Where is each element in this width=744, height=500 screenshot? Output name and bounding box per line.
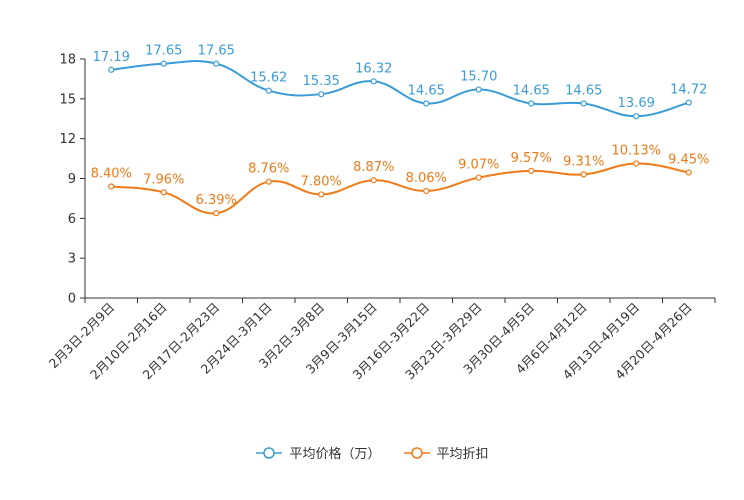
- data-point-discount: [318, 191, 325, 198]
- data-label-price: 15.35: [303, 74, 340, 89]
- series-line-price: [111, 59, 690, 118]
- legend-discount-marker-icon: [403, 446, 430, 459]
- data-label-discount: 6.39%: [196, 193, 237, 208]
- data-label-price: 15.70: [460, 70, 497, 85]
- legend-price-marker-icon: [256, 446, 283, 459]
- data-label-price: 17.65: [145, 44, 182, 59]
- legend: 平均价格（万） 平均折扣: [0, 443, 744, 462]
- data-point-price: [160, 60, 167, 67]
- data-label-price: 14.65: [513, 83, 550, 98]
- data-point-price: [528, 100, 535, 107]
- data-point-price: [685, 99, 692, 106]
- data-point-discount: [108, 183, 115, 190]
- y-tick-label: 15: [59, 92, 76, 107]
- data-point-price: [580, 100, 587, 107]
- data-label-discount: 7.80%: [301, 174, 342, 189]
- y-tick-label: 18: [59, 53, 76, 68]
- data-point-discount: [580, 171, 587, 178]
- data-point-discount: [265, 178, 272, 185]
- data-point-discount: [370, 177, 377, 184]
- legend-item-price[interactable]: 平均价格（万）: [255, 443, 381, 462]
- data-label-discount: 9.57%: [511, 151, 552, 166]
- data-label-price: 14.65: [565, 83, 602, 98]
- data-point-price: [633, 113, 640, 120]
- y-tick-label: 0: [68, 292, 76, 307]
- y-axis: 0 3 6 9 12 15 18: [59, 53, 86, 307]
- data-point-discount: [160, 189, 167, 196]
- data-point-discount: [423, 187, 430, 195]
- data-point-discount: [475, 174, 482, 181]
- data-label-price: 17.19: [93, 50, 130, 65]
- data-point-price: [108, 66, 115, 73]
- data-label-discount: 8.87%: [353, 160, 394, 175]
- legend-discount-label: 平均折扣: [436, 447, 489, 462]
- y-tick-label: 12: [59, 132, 76, 147]
- data-label-price: 14.65: [408, 83, 445, 98]
- data-label-price: 14.72: [670, 83, 707, 98]
- data-label-discount: 8.40%: [91, 166, 132, 181]
- data-point-price: [265, 87, 272, 94]
- data-label-discount: 7.96%: [143, 172, 184, 187]
- data-label-price: 13.69: [618, 96, 655, 111]
- data-point-price: [213, 60, 220, 67]
- data-label-discount: 9.45%: [668, 153, 709, 168]
- data-point-price: [475, 86, 482, 93]
- data-point-discount: [633, 160, 640, 167]
- data-point-price: [423, 100, 430, 107]
- data-label-discount: 9.07%: [458, 158, 499, 173]
- data-point-price: [318, 91, 325, 98]
- series-line-discount: [111, 162, 689, 215]
- data-label-discount: 10.13%: [611, 143, 661, 158]
- data-point-discount: [213, 210, 220, 217]
- data-label-discount: 9.31%: [563, 154, 604, 169]
- x-axis: 2月3日-2月9日2月10日-2月16日2月17日-2月23日2月24日-3月1…: [46, 297, 716, 382]
- data-label-discount: 8.76%: [248, 162, 289, 177]
- data-point-discount: [528, 167, 535, 175]
- data-label-price: 16.32: [355, 61, 392, 76]
- data-point-discount: [685, 169, 692, 176]
- y-tick-label: 9: [68, 172, 76, 187]
- data-label-discount: 8.06%: [406, 171, 447, 186]
- data-point-price: [370, 78, 377, 85]
- data-label-price: 17.65: [198, 44, 235, 59]
- legend-item-discount[interactable]: 平均折扣: [403, 443, 489, 462]
- y-tick-label: 3: [68, 252, 76, 267]
- legend-price-label: 平均价格（万）: [289, 447, 381, 462]
- series-layer: 17.19 17.65 17.65 15.62 15.35 16.32 14.65 15.70…: [91, 44, 709, 217]
- y-tick-label: 6: [68, 212, 76, 227]
- data-label-price: 15.62: [250, 71, 287, 86]
